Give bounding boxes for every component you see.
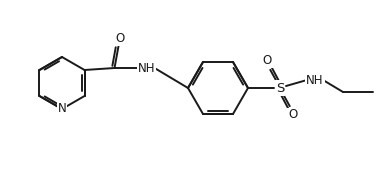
Text: O: O — [262, 55, 272, 67]
Text: O: O — [288, 108, 298, 121]
Text: S: S — [276, 82, 284, 95]
Text: O: O — [115, 33, 124, 45]
Text: NH: NH — [306, 74, 324, 86]
Text: NH: NH — [138, 61, 155, 74]
Text: N: N — [58, 102, 67, 115]
